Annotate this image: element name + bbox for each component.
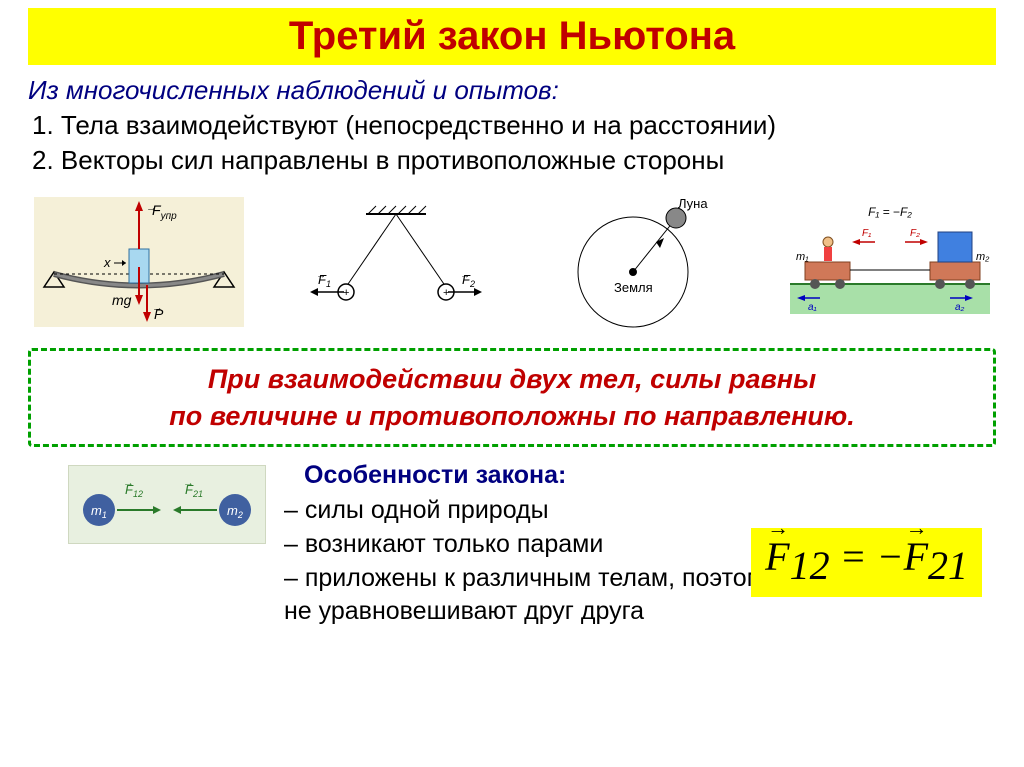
svg-text:+: + — [343, 287, 349, 299]
earth-moon-diagram: Земля Луна — [548, 192, 728, 332]
svg-text:→: → — [146, 202, 157, 214]
svg-text:mg: mg — [112, 292, 132, 308]
formula-box: F12 = −F21 — [751, 528, 982, 597]
svg-text:→: → — [316, 270, 326, 281]
intro-text: Из многочисленных наблюдений и опытов: — [28, 75, 996, 106]
title-bar: Третий закон Ньютона — [28, 8, 996, 65]
pendulum-diagram: + + F1 → F2 → — [306, 202, 486, 322]
svg-text:a₂: a₂ — [955, 302, 965, 313]
diagrams-row: Fупр → x mg P → — [28, 192, 996, 332]
svg-text:→: → — [123, 477, 134, 489]
law-line-2: по величине и противоположны по направле… — [47, 398, 977, 434]
feature-4: не уравновешивают друг друга — [284, 595, 996, 629]
law-statement-box: При взаимодействии двух тел, силы равны … — [28, 348, 996, 447]
law-line-1: При взаимодействии двух тел, силы равны — [47, 361, 977, 397]
svg-text:m₁: m₁ — [796, 251, 809, 263]
carts-diagram: F₁ = −F₂ F₁ F₂ a₁ a₂ — [790, 202, 990, 322]
svg-text:+: + — [443, 287, 449, 299]
formula: F12 = −F21 — [765, 534, 968, 579]
svg-text:a₁: a₁ — [808, 302, 817, 313]
page-title: Третий закон Ньютона — [28, 14, 996, 59]
point-1: 1. Тела взаимодействуют (непосредственно… — [32, 108, 996, 143]
svg-text:Земля: Земля — [614, 280, 653, 295]
point-2: 2. Векторы сил направлены в противополож… — [32, 143, 996, 178]
svg-text:Луна: Луна — [678, 196, 708, 211]
svg-text:m₂: m₂ — [976, 251, 990, 263]
svg-text:→: → — [152, 302, 163, 314]
masses-figure: m1 m2 F12 → F21 → — [68, 465, 266, 544]
feature-1: – силы одной природы — [284, 494, 996, 528]
svg-text:x: x — [103, 255, 111, 270]
svg-text:→: → — [460, 270, 470, 281]
beam-diagram: Fупр → x mg P → — [34, 197, 244, 327]
svg-text:→: → — [183, 477, 194, 489]
features-title: Особенности закона: — [304, 461, 996, 490]
svg-text:F₁ = −F₂: F₁ = −F₂ — [868, 205, 912, 219]
svg-text:F₂: F₂ — [910, 228, 920, 239]
svg-text:F₁: F₁ — [862, 228, 871, 239]
